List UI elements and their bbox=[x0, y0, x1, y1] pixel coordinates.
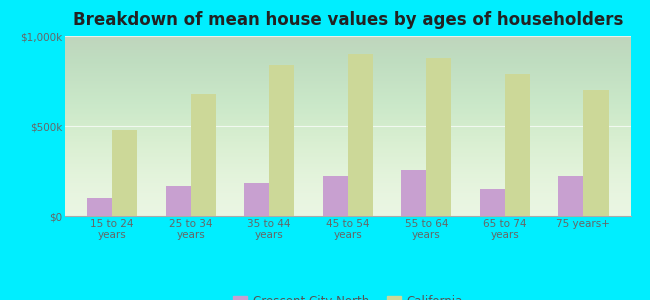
Bar bbox=[87, 198, 112, 216]
Bar bbox=[322, 176, 348, 216]
Legend: Crescent City North, California: Crescent City North, California bbox=[227, 290, 468, 300]
Bar bbox=[190, 94, 216, 216]
Bar bbox=[112, 130, 137, 216]
Bar bbox=[348, 54, 373, 216]
Bar bbox=[584, 90, 608, 216]
Bar bbox=[269, 65, 294, 216]
Bar bbox=[166, 186, 190, 216]
Bar bbox=[480, 189, 505, 216]
Bar bbox=[558, 176, 584, 216]
Bar bbox=[426, 58, 452, 216]
Bar bbox=[244, 183, 269, 216]
Bar bbox=[401, 170, 426, 216]
Bar bbox=[505, 74, 530, 216]
Title: Breakdown of mean house values by ages of householders: Breakdown of mean house values by ages o… bbox=[73, 11, 623, 29]
